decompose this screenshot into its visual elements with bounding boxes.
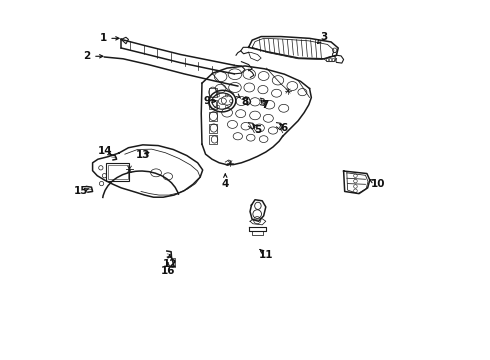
Text: 16: 16 <box>161 266 175 276</box>
Bar <box>335 58 337 61</box>
Text: 11: 11 <box>259 250 274 260</box>
Text: 9: 9 <box>203 96 210 106</box>
Bar <box>332 58 334 61</box>
Text: 4: 4 <box>221 179 229 189</box>
Text: 15: 15 <box>74 186 88 197</box>
Bar <box>209 135 217 144</box>
Text: 1: 1 <box>100 33 107 43</box>
Bar <box>209 88 217 97</box>
Bar <box>209 100 217 109</box>
Text: 3: 3 <box>320 32 327 41</box>
Text: 6: 6 <box>281 123 288 133</box>
Text: 7: 7 <box>261 100 269 110</box>
Bar <box>106 163 129 181</box>
Text: 5: 5 <box>254 125 261 135</box>
Text: 10: 10 <box>370 179 385 189</box>
Bar <box>329 58 331 61</box>
Text: 8: 8 <box>242 97 248 107</box>
Bar <box>209 112 217 121</box>
Bar <box>326 58 328 61</box>
Bar <box>209 124 217 133</box>
Bar <box>108 165 128 179</box>
Text: 14: 14 <box>98 146 112 156</box>
Text: 13: 13 <box>136 150 150 160</box>
Text: 12: 12 <box>163 259 177 269</box>
Text: 2: 2 <box>84 51 91 61</box>
